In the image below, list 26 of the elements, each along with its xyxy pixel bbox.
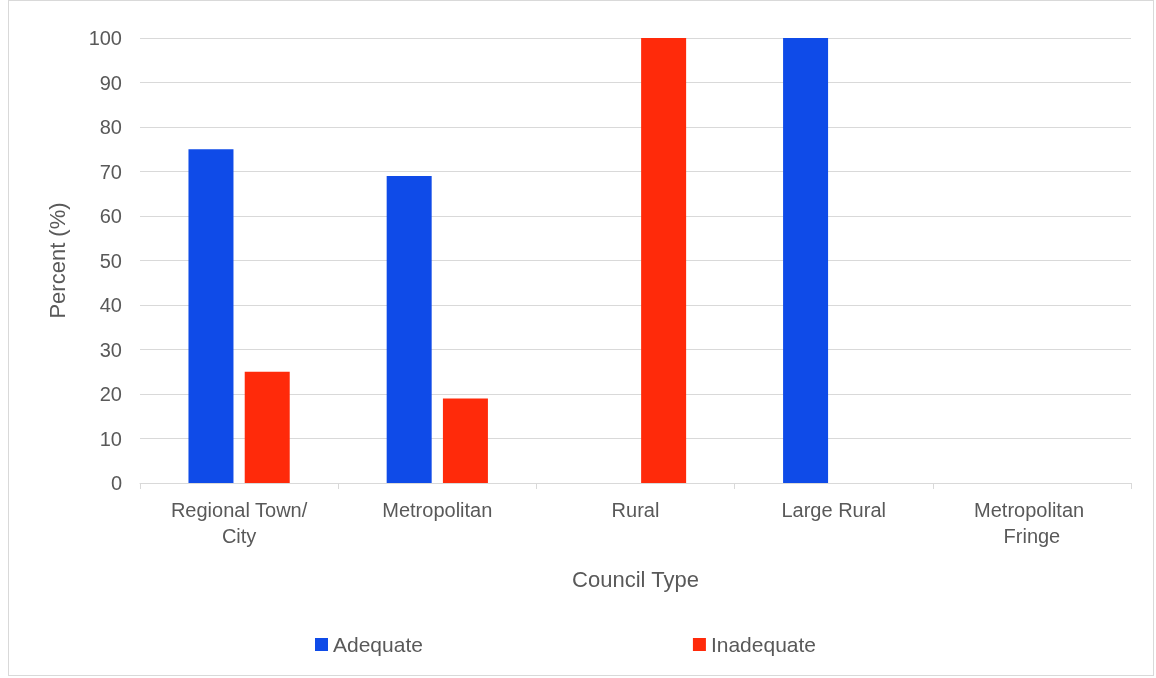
x-axis-title: Council Type: [572, 566, 699, 592]
y-tick-label: 60: [99, 205, 122, 227]
bar: [188, 149, 234, 483]
bar: [244, 371, 290, 483]
y-tick-label: 70: [99, 160, 122, 183]
y-tick-label: 80: [99, 116, 122, 138]
y-tick-label: 50: [99, 249, 122, 272]
legend-label: Adequate: [333, 633, 423, 656]
y-tick-label: 10: [99, 427, 122, 450]
y-tick-label: 30: [99, 338, 122, 361]
x-tick-label: Rural: [611, 499, 660, 521]
legend-label: Inadequate: [710, 633, 817, 656]
y-tick-label: 20: [99, 383, 122, 405]
bar: [386, 175, 432, 483]
y-tick-label: 0: [110, 472, 122, 494]
y-tick-label: 40: [99, 294, 122, 316]
y-axis-title: Percent (%): [44, 202, 70, 319]
bar: [442, 398, 488, 483]
bar: [641, 38, 687, 483]
x-tick-label: Metropolitan Fringe: [974, 499, 1090, 547]
x-tick-label: Large Rural: [781, 499, 886, 521]
x-tick-label: Regional Town/City: [170, 499, 308, 547]
y-tick-label: 90: [99, 71, 122, 94]
x-tick-label: Metropolitan: [382, 499, 493, 521]
y-tick-label: 100: [88, 27, 122, 49]
bar: [783, 38, 829, 483]
